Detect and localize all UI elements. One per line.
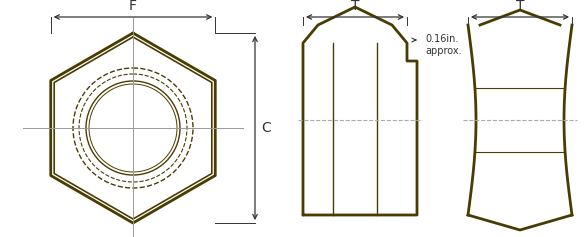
Text: C: C [261,121,271,135]
Text: F: F [129,0,137,13]
Text: 0.16in.
approx.: 0.16in. approx. [425,34,461,56]
Text: T: T [351,0,359,13]
Text: T: T [516,0,524,13]
